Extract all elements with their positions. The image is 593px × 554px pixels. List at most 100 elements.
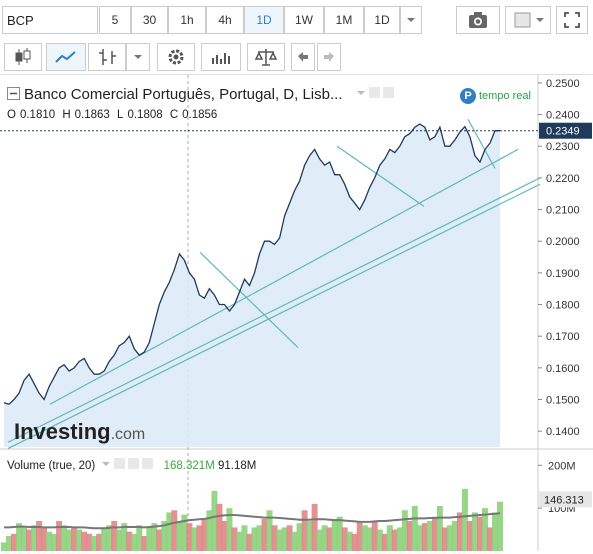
interval-1d[interactable]: 1D bbox=[244, 6, 284, 34]
price-tick-label: 0.1900 bbox=[546, 268, 580, 280]
drawing-toolbar bbox=[0, 40, 593, 74]
candlestick-icon bbox=[15, 48, 31, 65]
open-value: 0.1810 bbox=[19, 109, 56, 121]
volume-tick-label: 100M bbox=[548, 503, 576, 515]
interval-30[interactable]: 30 bbox=[131, 6, 168, 34]
interval-custom[interactable]: 1D bbox=[364, 6, 400, 34]
volume-bar bbox=[426, 521, 433, 551]
volume-bar bbox=[136, 525, 143, 551]
collapse-icon[interactable] bbox=[7, 87, 20, 100]
trendline-resistance-1 bbox=[199, 251, 299, 349]
volume-bar bbox=[396, 527, 403, 551]
volume-bar bbox=[56, 521, 63, 551]
volume-bar bbox=[71, 527, 78, 551]
interval-5[interactable]: 5 bbox=[99, 6, 131, 34]
volume-bar bbox=[186, 523, 193, 551]
volume-bar bbox=[36, 521, 43, 551]
volume-bar bbox=[411, 506, 418, 551]
volume-bar bbox=[251, 527, 258, 551]
volume-bar bbox=[456, 512, 463, 551]
price-tick-label: 0.1600 bbox=[546, 363, 580, 375]
volume-bar bbox=[201, 518, 208, 551]
volume-bar bbox=[471, 512, 478, 551]
volume-bar bbox=[401, 510, 408, 551]
price-tick-label: 0.2400 bbox=[546, 110, 580, 122]
volume-bar bbox=[291, 531, 298, 551]
redo-icon bbox=[324, 52, 334, 62]
volume-bar bbox=[156, 529, 163, 551]
area-chart-button[interactable] bbox=[46, 43, 86, 71]
close-label: C bbox=[169, 109, 179, 121]
volume-bar bbox=[61, 525, 68, 551]
volume-controls-icon[interactable] bbox=[100, 458, 158, 470]
symbol-input[interactable]: BCP bbox=[2, 6, 98, 34]
price-tick-label: 0.1700 bbox=[546, 331, 580, 343]
settings-button[interactable] bbox=[157, 43, 195, 71]
volume-bar bbox=[486, 527, 493, 551]
volume-bar bbox=[211, 491, 218, 551]
chart-type-dropdown[interactable] bbox=[126, 43, 150, 71]
volume-bar bbox=[321, 525, 328, 551]
volume-bar bbox=[46, 531, 53, 551]
volume-bar bbox=[166, 512, 173, 551]
volume-bar bbox=[76, 529, 83, 551]
volume-bar bbox=[141, 536, 148, 551]
high-value: 0.1863 bbox=[74, 109, 110, 121]
high-label: H bbox=[62, 109, 71, 121]
volume-tick-label: 200M bbox=[548, 460, 576, 472]
price-tick-label: 0.2200 bbox=[546, 173, 580, 185]
volume-bar bbox=[176, 521, 183, 551]
volume-bar bbox=[416, 525, 423, 551]
price-chart[interactable]: 0.2500 0.2400 0.2300 0.2200 0.2100 0.2000 0.19… bbox=[0, 75, 593, 551]
legend-controls-icon[interactable] bbox=[355, 86, 395, 100]
interval-1h[interactable]: 1h bbox=[168, 6, 206, 34]
open-label: O bbox=[7, 109, 16, 121]
interval-4h[interactable]: 4h bbox=[206, 6, 244, 34]
screenshot-button[interactable] bbox=[456, 6, 500, 34]
investing-logo: Investing.com bbox=[14, 419, 145, 445]
redo-button[interactable] bbox=[317, 43, 341, 71]
price-line bbox=[3, 123, 500, 406]
volume-bar bbox=[281, 527, 288, 551]
volume-bar bbox=[196, 525, 203, 551]
indicators-button[interactable] bbox=[201, 43, 241, 71]
volume-bar bbox=[476, 516, 483, 551]
volume-legend: Volume (true, 20) 168.321M 91.18M bbox=[7, 458, 256, 472]
last-price-badge bbox=[539, 122, 592, 139]
compare-button[interactable] bbox=[247, 43, 285, 71]
volume-value: 168.321M bbox=[163, 460, 215, 472]
volume-bar bbox=[151, 523, 158, 551]
undo-button[interactable] bbox=[291, 43, 315, 71]
volume-bar bbox=[121, 523, 128, 551]
volume-bar bbox=[441, 527, 448, 551]
trendline-resistance-3 bbox=[467, 119, 496, 169]
bars-button[interactable] bbox=[88, 43, 126, 71]
volume-bar bbox=[161, 521, 168, 551]
volume-bar bbox=[466, 521, 473, 551]
color-picker-button[interactable] bbox=[505, 6, 551, 34]
candles-button[interactable] bbox=[4, 43, 42, 71]
volume-bar bbox=[461, 488, 468, 551]
volume-bar bbox=[181, 514, 188, 551]
undo-icon bbox=[298, 52, 308, 62]
volume-bar bbox=[91, 536, 98, 551]
price-tick-label: 0.2300 bbox=[546, 141, 580, 153]
gear-icon bbox=[168, 49, 184, 65]
volume-bar bbox=[191, 527, 198, 551]
volume-bar bbox=[146, 527, 153, 551]
last-price-label: 0.2349 bbox=[546, 126, 580, 138]
interval-dropdown[interactable] bbox=[400, 6, 422, 34]
chart-area[interactable]: 0.2500 0.2400 0.2300 0.2200 0.2100 0.2000 0.19… bbox=[0, 74, 593, 551]
trendline-resistance-2 bbox=[336, 145, 425, 207]
interval-1w[interactable]: 1W bbox=[284, 6, 324, 34]
price-tick-label: 0.1800 bbox=[546, 300, 580, 312]
logo-brand: Investing bbox=[14, 419, 111, 444]
area-chart-icon bbox=[55, 51, 76, 63]
volume-bar bbox=[271, 525, 278, 551]
volume-bar bbox=[491, 512, 498, 551]
volume-bar bbox=[171, 510, 178, 551]
fullscreen-button[interactable] bbox=[556, 6, 588, 34]
volume-bar bbox=[446, 525, 453, 551]
interval-1m[interactable]: 1M bbox=[324, 6, 364, 34]
volume-bar bbox=[221, 521, 228, 551]
